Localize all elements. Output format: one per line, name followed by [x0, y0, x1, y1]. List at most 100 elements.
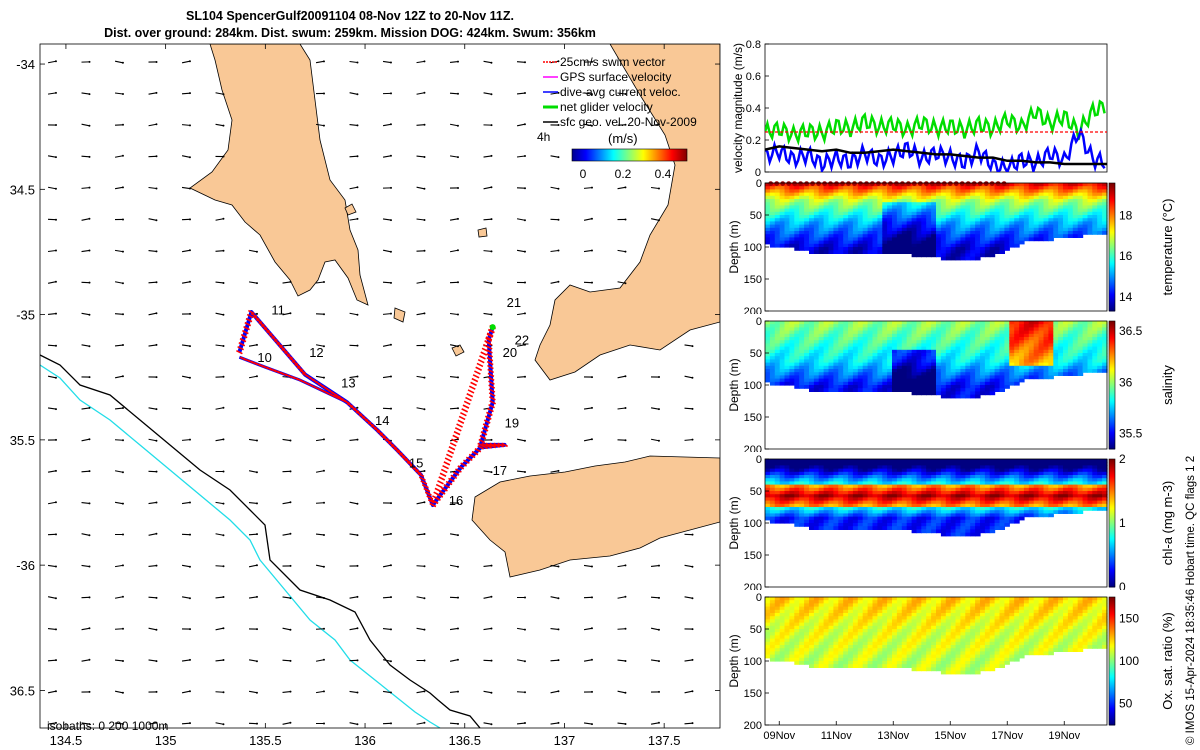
section-cell — [862, 494, 869, 498]
kangaroo-island-land — [471, 455, 720, 578]
sfc-velocity-arrowhead — [222, 93, 225, 96]
section-cell — [828, 471, 834, 476]
section-cell — [950, 340, 957, 344]
section-cell — [809, 243, 815, 248]
section-cell — [809, 362, 815, 367]
swim-vector-tick — [451, 438, 458, 443]
section-cell — [931, 478, 937, 482]
section-cell — [852, 497, 859, 502]
section-cell — [1058, 362, 1064, 367]
sfc-velocity-arrowhead — [523, 219, 526, 222]
section-cell — [862, 353, 869, 357]
map-ytick-label: -36 — [16, 558, 35, 573]
section-cell — [799, 333, 805, 338]
section-cell — [975, 324, 981, 328]
sfc-velocity-arrowhead — [188, 92, 191, 95]
section-cell — [882, 324, 888, 328]
section-cell — [1048, 356, 1054, 360]
swim-vector-tick — [448, 477, 455, 483]
section-cell — [882, 372, 888, 376]
sfc-velocity-arrow — [516, 376, 526, 378]
section-cell — [833, 208, 839, 213]
island-2 — [393, 307, 406, 323]
section-cell — [784, 459, 790, 463]
swim-vector-tick — [484, 340, 491, 345]
section-cell — [765, 202, 771, 206]
section-cell — [975, 250, 981, 254]
colorbar-segment — [1109, 325, 1115, 328]
section-cell — [779, 234, 786, 238]
section-cell — [794, 183, 800, 187]
section-cell — [936, 362, 942, 367]
section-cell — [906, 202, 913, 206]
section-cell — [911, 327, 918, 332]
section-cell — [813, 192, 820, 197]
section-cell — [965, 327, 971, 332]
section-cell — [955, 227, 961, 232]
section-cell — [970, 221, 976, 226]
colorbar-segment — [1109, 409, 1115, 412]
section-cell — [960, 199, 966, 203]
section-cell — [999, 195, 1005, 200]
section-cell — [818, 359, 825, 364]
section-cell — [857, 510, 864, 514]
section-cell — [926, 349, 932, 354]
section-cell — [955, 337, 961, 341]
section-cell — [945, 247, 952, 251]
section-cell — [896, 243, 903, 248]
section-cell — [1067, 183, 1074, 187]
sfc-velocity-arrowhead — [557, 438, 560, 441]
section-cell — [975, 327, 981, 332]
section-cell — [901, 381, 908, 386]
section-cell — [901, 507, 908, 511]
section-cell — [1058, 343, 1064, 348]
section-cell — [833, 215, 839, 219]
section-cell — [926, 526, 932, 530]
section-cell — [896, 465, 903, 470]
colorbar-segment — [1109, 373, 1115, 376]
section-cell — [843, 195, 849, 200]
sfc-velocity-arrowhead — [188, 345, 191, 348]
section-cell — [1043, 369, 1049, 373]
section-cell — [867, 519, 874, 524]
velocity-y-axis: 00.20.40.60.8 — [746, 39, 769, 178]
section-cell — [774, 362, 781, 367]
section-cell — [906, 337, 913, 341]
sfc-velocity-arrowhead — [590, 565, 593, 568]
velocity-series — [765, 99, 1107, 172]
section-cell — [809, 475, 815, 479]
section-cell — [1033, 218, 1040, 222]
section-cell — [911, 231, 918, 235]
section-cell — [799, 337, 805, 341]
section-cell — [1048, 349, 1054, 354]
section-cell — [989, 330, 996, 335]
section-cell — [1067, 199, 1074, 203]
section-cell — [769, 516, 776, 521]
sfc-velocity-arrow — [449, 659, 459, 662]
section-cell — [823, 349, 830, 354]
sfc-velocity-arrowhead — [389, 375, 392, 378]
section-cell — [872, 231, 878, 235]
section-cell — [843, 468, 849, 473]
section-cell — [916, 475, 922, 479]
section-cell — [843, 215, 849, 219]
section-cell — [784, 510, 790, 514]
section-cell — [765, 183, 771, 187]
section-cell — [813, 356, 820, 360]
section-cell — [833, 321, 839, 325]
section-cell — [794, 362, 800, 367]
section-cell — [916, 523, 922, 527]
section-cell — [848, 359, 854, 364]
section-cell — [862, 507, 869, 511]
section-cell — [1019, 324, 1025, 328]
section-cell — [852, 243, 859, 248]
section-cell — [931, 475, 937, 479]
section-cell — [1004, 186, 1010, 190]
section-cell — [1019, 234, 1025, 238]
section-cell — [984, 391, 991, 396]
section-cell — [1033, 327, 1040, 332]
section-cell — [994, 195, 1001, 200]
section-cell — [970, 343, 976, 348]
section-cell — [911, 497, 918, 502]
sfc-velocity-arrow — [416, 312, 425, 316]
